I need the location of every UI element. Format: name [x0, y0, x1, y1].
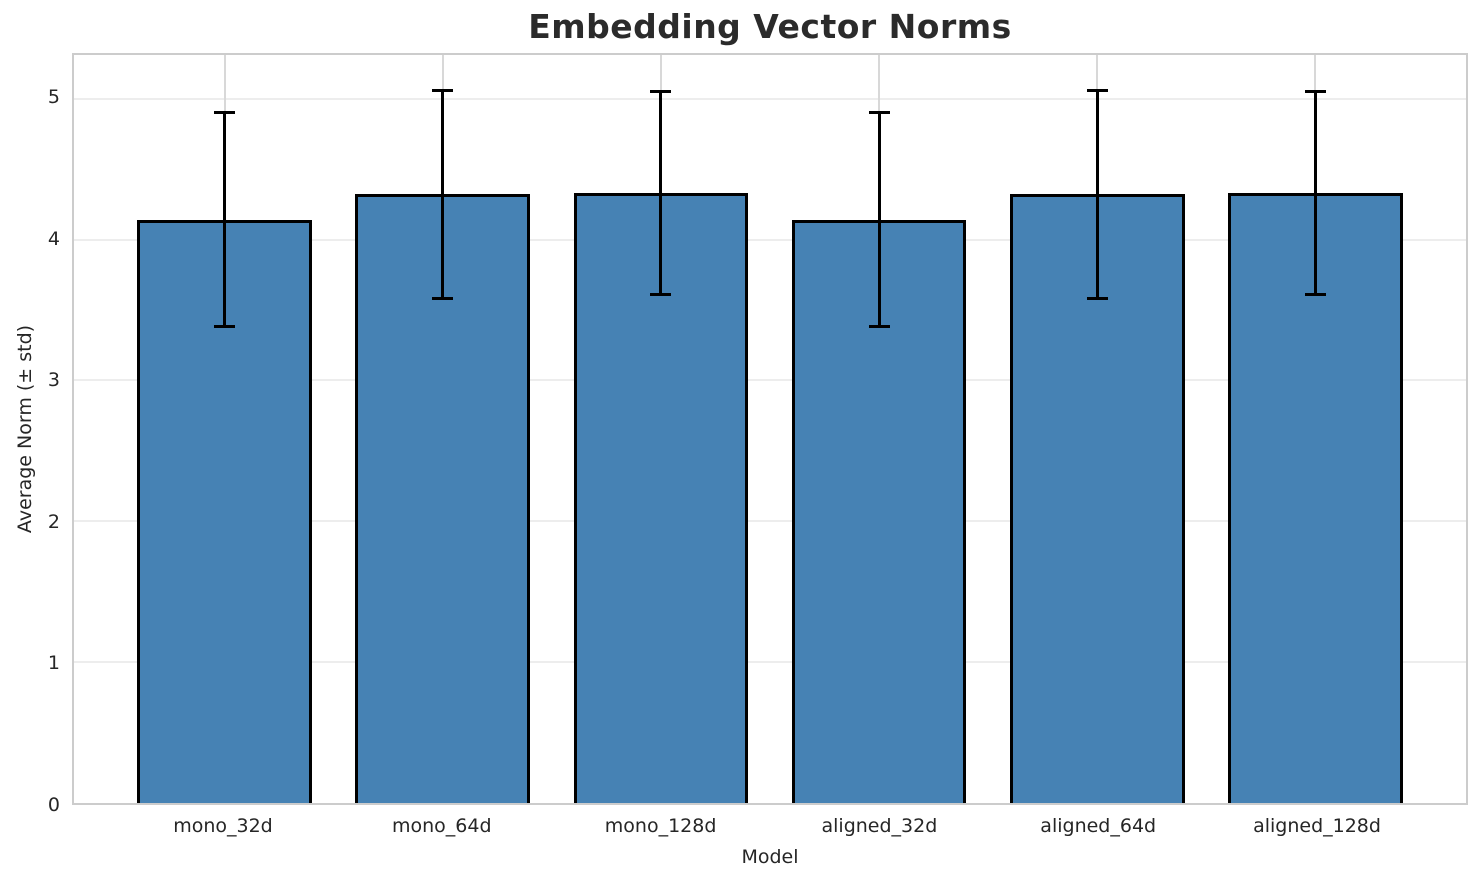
error-bar-cap	[214, 111, 236, 115]
x-tick-label: aligned_32d	[821, 815, 938, 837]
error-bar-cap	[1304, 292, 1326, 296]
y-tick-label: 2	[47, 510, 60, 533]
h-gridline	[74, 379, 1466, 382]
error-bar	[659, 91, 663, 295]
error-bar	[1095, 90, 1099, 299]
x-tick-label: mono_64d	[392, 815, 492, 837]
error-bar-cap	[868, 325, 890, 329]
chart-title: Embedding Vector Norms	[528, 7, 1012, 46]
error-bar-cap	[1086, 88, 1108, 92]
h-gridline	[74, 97, 1466, 100]
x-tick-label: mono_128d	[604, 815, 717, 837]
y-tick-label: 4	[47, 227, 60, 250]
error-bar	[1313, 91, 1317, 295]
x-tick-label: mono_32d	[173, 815, 273, 837]
error-bar-cap	[650, 292, 672, 296]
error-bar-cap	[650, 90, 672, 94]
error-bar-cap	[1304, 90, 1326, 94]
y-tick-label: 0	[47, 794, 60, 816]
bars	[74, 55, 1466, 803]
error-bar-cap	[432, 297, 454, 301]
h-gridline	[74, 238, 1466, 241]
y-tick-label: 3	[47, 369, 60, 392]
x-tick-label: aligned_128d	[1253, 815, 1381, 837]
error-bar	[877, 112, 881, 327]
y-tick-label: 1	[47, 652, 60, 675]
error-bar-cap	[432, 88, 454, 92]
x-axis-label: Model	[741, 846, 799, 868]
plot-area	[72, 53, 1468, 805]
error-bar-cap	[1086, 297, 1108, 301]
y-tick-label: 5	[47, 85, 60, 108]
h-gridline	[74, 520, 1466, 523]
error-bar	[223, 112, 227, 327]
error-bar	[441, 90, 445, 299]
h-gridline	[74, 661, 1466, 664]
y-axis-label: Average Norm (± std)	[14, 324, 36, 534]
error-bar-cap	[868, 111, 890, 115]
error-bar-cap	[214, 325, 236, 329]
x-tick-label: aligned_64d	[1040, 815, 1157, 837]
